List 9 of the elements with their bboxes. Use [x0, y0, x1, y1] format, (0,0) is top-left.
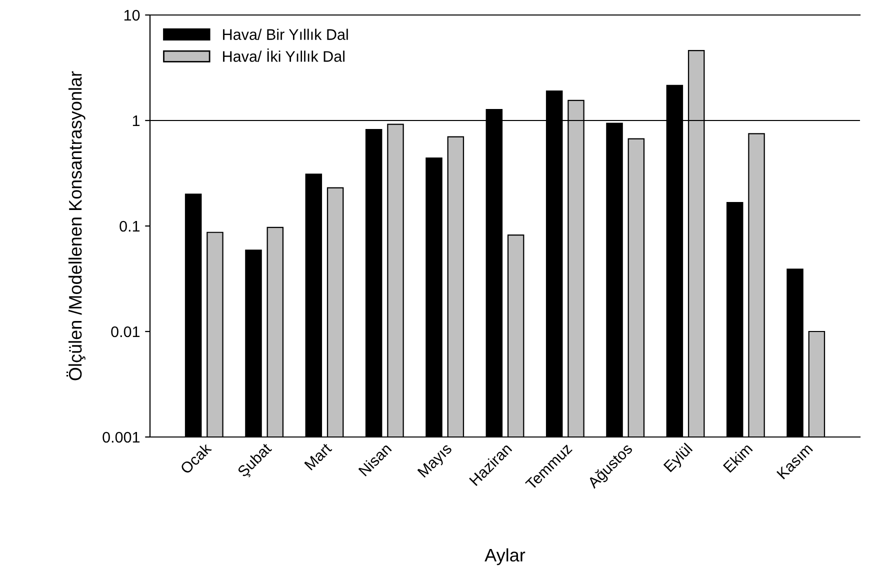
y-axis-title: Ölçülen /Modellenen Konsantrasyonlar	[66, 71, 86, 380]
legend-label: Hava/ Bir Yıllık Dal	[223, 28, 348, 40]
y-tick-label: 0.001	[102, 432, 140, 443]
legend-label: Hava/ İki Yıllık Dal	[223, 48, 344, 62]
y-tick-label: 0.1	[120, 220, 140, 232]
y-tick-label: 10	[124, 10, 140, 21]
y-tick-label: 1	[132, 116, 140, 126]
x-axis-title: Aylar	[484, 548, 526, 566]
y-tick-label: 0.01	[111, 326, 140, 338]
